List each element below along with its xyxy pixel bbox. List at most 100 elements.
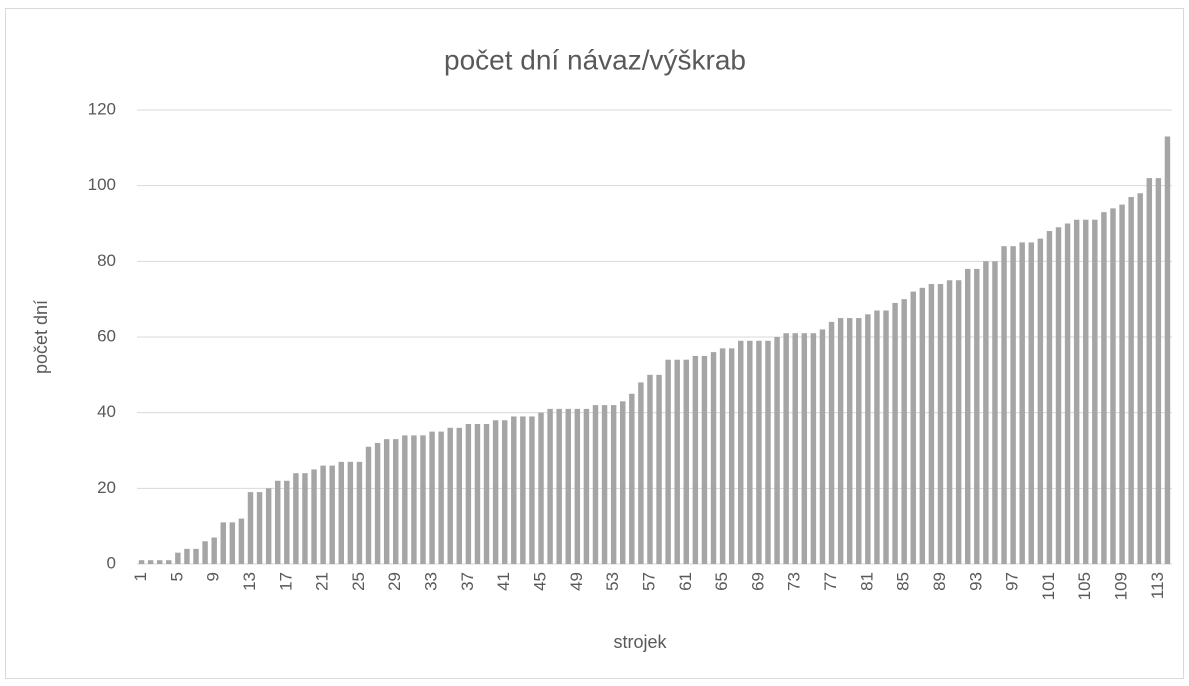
- y-tick-label: 120: [88, 99, 116, 118]
- bar: [919, 287, 926, 564]
- bar: [547, 408, 553, 564]
- bar: [828, 321, 835, 564]
- bar: [738, 340, 744, 564]
- bar: [447, 427, 453, 564]
- x-tick-label: 5: [167, 572, 186, 581]
- bar: [756, 340, 762, 564]
- x-tick-label: 113: [1148, 572, 1167, 599]
- x-tick-label: 25: [349, 572, 368, 591]
- bar: [592, 405, 599, 564]
- bar: [701, 355, 708, 564]
- y-tick-label: 20: [97, 478, 116, 497]
- x-tick-label: 105: [1075, 572, 1094, 600]
- bar: [1092, 219, 1098, 564]
- bar: [629, 393, 635, 564]
- bar: [928, 284, 935, 564]
- bar: [411, 435, 417, 564]
- y-tick-label: 100: [88, 175, 116, 194]
- bar: [901, 299, 907, 564]
- y-axis-label: počet dní: [31, 300, 51, 374]
- bar: [765, 340, 771, 564]
- bar: [783, 333, 789, 564]
- bar: [311, 469, 317, 564]
- bar: [1083, 219, 1089, 564]
- bar: [220, 522, 226, 564]
- bar: [438, 431, 444, 564]
- y-tick-label: 80: [97, 251, 116, 270]
- bar: [284, 480, 290, 564]
- x-tick-label: 101: [1039, 572, 1058, 600]
- bar: [356, 461, 363, 564]
- bar: [374, 442, 381, 564]
- x-tick-label: 9: [204, 572, 223, 581]
- bar: [265, 488, 272, 564]
- bar: [193, 548, 199, 564]
- bar: [937, 284, 944, 564]
- bar: [656, 374, 662, 564]
- bar: [910, 291, 916, 564]
- bar: [846, 318, 853, 564]
- bar: [456, 427, 463, 564]
- y-tick-label: 0: [107, 553, 116, 572]
- bar: [138, 560, 145, 564]
- bar: [728, 348, 735, 564]
- bar: [529, 416, 535, 564]
- bar: [1119, 204, 1125, 565]
- bar: [1001, 246, 1007, 564]
- bar: [492, 420, 499, 564]
- x-tick-label: 21: [313, 572, 332, 591]
- bar: [583, 408, 590, 564]
- x-tick-label: 57: [639, 572, 658, 591]
- bar: [365, 446, 372, 564]
- bar: [801, 333, 808, 564]
- bar: [347, 461, 354, 564]
- bar: [420, 435, 426, 564]
- x-tick-label: 97: [1003, 572, 1022, 591]
- bar: [874, 310, 880, 564]
- chart-title: počet dní návaz/výškrab: [444, 44, 746, 75]
- x-tick-label: 45: [530, 572, 549, 591]
- x-tick-label: 61: [676, 572, 695, 591]
- x-tick-label: 33: [422, 572, 441, 591]
- bar: [692, 355, 699, 564]
- bar: [256, 492, 263, 564]
- bar: [1055, 227, 1062, 565]
- bar: [665, 359, 671, 564]
- bar: [320, 465, 326, 564]
- bar: [147, 560, 154, 564]
- x-tick-label: 65: [712, 572, 731, 591]
- bar: [774, 337, 780, 564]
- bar: [565, 408, 571, 564]
- x-tick-label: 41: [494, 572, 513, 591]
- bar: [1028, 242, 1034, 564]
- bar: [302, 473, 308, 564]
- bar: [710, 352, 717, 564]
- x-tick-label: 37: [458, 572, 477, 591]
- bar: [574, 408, 581, 564]
- bar: [229, 522, 236, 564]
- x-tick-label: 89: [930, 572, 949, 591]
- x-tick-label: 13: [240, 572, 259, 591]
- bar: [955, 280, 962, 564]
- bar: [520, 416, 526, 564]
- x-tick-label: 93: [966, 572, 985, 591]
- bar: [501, 420, 508, 564]
- bar: [865, 314, 871, 564]
- bar: [892, 302, 898, 564]
- bar: [1101, 212, 1107, 564]
- x-tick-label: 69: [748, 572, 767, 591]
- bar: [647, 374, 653, 564]
- bar: [638, 382, 644, 564]
- bar: [1110, 208, 1116, 564]
- bar: [992, 261, 998, 564]
- y-tick-label: 40: [97, 402, 116, 421]
- bar: [293, 473, 299, 564]
- bar: [483, 424, 490, 564]
- bar: [556, 408, 562, 564]
- x-axis-label: strojek: [613, 632, 667, 652]
- bar: [1010, 246, 1016, 564]
- bar: [974, 268, 980, 564]
- bar: [1128, 197, 1134, 564]
- x-tick-label: 53: [603, 572, 622, 591]
